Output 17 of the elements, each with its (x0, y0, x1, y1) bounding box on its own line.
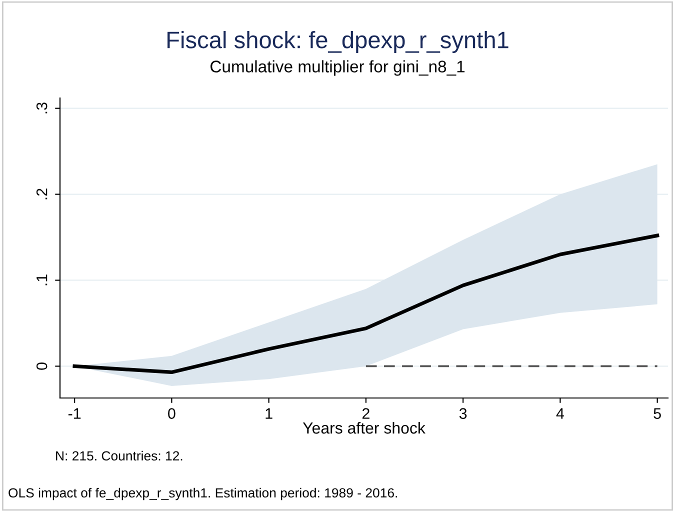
x-tick-label: 5 (654, 408, 661, 419)
text: OLS impact of fe_dpexp_r_synth1. Estimation period: 1989 - 2016. (8, 488, 397, 500)
x-axis-title: Years after shock (302, 422, 426, 434)
chart-title: Fiscal shock: fe_dpexp_r_synth1 (168, 30, 508, 54)
x-tick-label: -1 (68, 408, 81, 419)
x-tick-label: 1 (266, 408, 272, 419)
y-tick-label: .1 (36, 274, 48, 286)
line-series (72, 234, 660, 374)
x-tick-label: 0 (168, 408, 176, 419)
x-tick-label: 2 (362, 408, 370, 419)
text: N: 215. Countries: 12. (56, 450, 182, 461)
x-tick-label: 4 (556, 408, 564, 419)
y-tick-label: 0 (36, 362, 48, 370)
x-tick-label: 3 (459, 408, 467, 419)
y-tick-label: .3 (36, 102, 48, 114)
chart-subtitle: Cumulative multiplier for gini_n8_1 (210, 60, 465, 76)
y-tick-label: .2 (36, 188, 48, 200)
